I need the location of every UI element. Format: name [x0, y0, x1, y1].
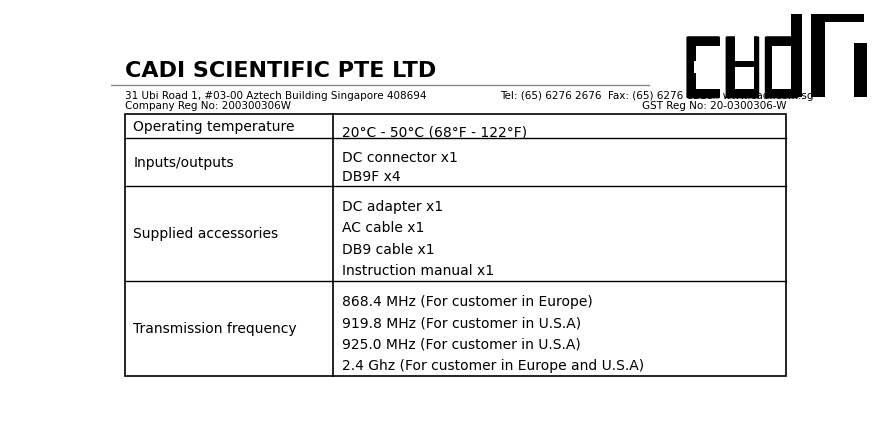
Bar: [812, 14, 825, 98]
Bar: [694, 62, 727, 74]
FancyBboxPatch shape: [696, 47, 725, 89]
Text: Transmission frequency: Transmission frequency: [133, 322, 297, 335]
Text: 925.0 MHz (For customer in U.S.A): 925.0 MHz (For customer in U.S.A): [341, 337, 581, 351]
Text: Inputs/outputs: Inputs/outputs: [133, 155, 234, 170]
Bar: [854, 44, 868, 98]
Bar: [812, 14, 864, 23]
Text: Tel: (65) 6276 2676  Fax: (65) 6276 6216   www.cadi.com.sg: Tel: (65) 6276 2676 Fax: (65) 6276 6216 …: [501, 91, 814, 101]
FancyBboxPatch shape: [686, 37, 720, 99]
Bar: [735, 68, 754, 89]
Text: Company Reg No: 200300306W: Company Reg No: 200300306W: [124, 101, 291, 111]
Bar: [124, 115, 787, 376]
Bar: [791, 14, 802, 98]
Bar: [773, 47, 793, 89]
Text: DB9F x4: DB9F x4: [341, 170, 400, 184]
Text: DB9 cable x1: DB9 cable x1: [341, 242, 434, 256]
Text: 31 Ubi Road 1, #03-00 Aztech Building Singapore 408694: 31 Ubi Road 1, #03-00 Aztech Building Si…: [124, 91, 427, 101]
FancyBboxPatch shape: [765, 37, 798, 99]
Text: 2.4 Ghz (For customer in Europe and U.S.A): 2.4 Ghz (For customer in Europe and U.S.…: [341, 358, 644, 372]
Text: GST Reg No: 20-0300306-W: GST Reg No: 20-0300306-W: [642, 101, 787, 111]
Text: 868.4 MHz (For customer in Europe): 868.4 MHz (For customer in Europe): [341, 295, 592, 309]
Text: 20°C - 50°C (68°F - 122°F): 20°C - 50°C (68°F - 122°F): [341, 125, 526, 139]
Text: CADI SCIENTIFIC PTE LTD: CADI SCIENTIFIC PTE LTD: [124, 61, 436, 81]
Text: AC cable x1: AC cable x1: [341, 221, 424, 235]
Text: Instruction manual x1: Instruction manual x1: [341, 263, 493, 277]
Text: DC connector x1: DC connector x1: [341, 151, 458, 165]
Bar: [735, 36, 754, 62]
Text: Supplied accessories: Supplied accessories: [133, 227, 278, 241]
FancyBboxPatch shape: [725, 37, 759, 99]
Text: DC adapter x1: DC adapter x1: [341, 200, 443, 214]
Text: Operating temperature: Operating temperature: [133, 120, 294, 134]
Text: 919.8 MHz (For customer in U.S.A): 919.8 MHz (For customer in U.S.A): [341, 316, 581, 330]
